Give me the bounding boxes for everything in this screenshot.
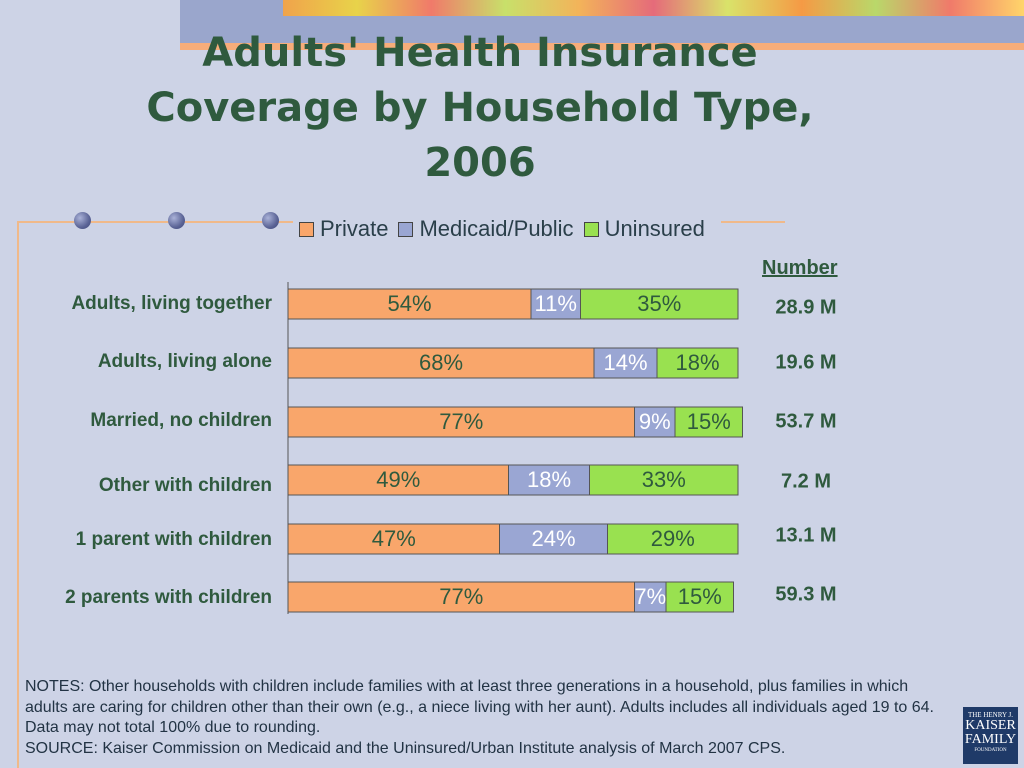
data-label-uninsured: 33% bbox=[642, 467, 686, 492]
number-value: 59.3 M bbox=[775, 583, 836, 605]
number-value: 53.7 M bbox=[775, 410, 836, 432]
data-label-medicaid: 14% bbox=[603, 350, 647, 375]
category-label: Married, no children bbox=[90, 410, 272, 431]
chart-legend: Private Medicaid/Public Uninsured bbox=[293, 216, 721, 242]
title-line-3: 2006 bbox=[424, 140, 536, 186]
legend-item-uninsured: Uninsured bbox=[583, 216, 705, 242]
category-label: Other with children bbox=[99, 475, 272, 496]
data-label-uninsured: 15% bbox=[687, 409, 731, 434]
bar-segment-medicaid bbox=[634, 406, 676, 438]
bar-segment-medicaid bbox=[634, 581, 667, 613]
number-column-header: Number bbox=[762, 257, 838, 279]
number-value: 28.9 M bbox=[775, 296, 836, 318]
data-label-private: 68% bbox=[419, 350, 463, 375]
bar-row: 2 parents with children 77% 7% 15% 59.3 M bbox=[65, 581, 837, 613]
legend-item-medicaid: Medicaid/Public bbox=[398, 216, 574, 242]
legend-swatch-private bbox=[299, 221, 314, 237]
data-label-medicaid: 9% bbox=[639, 409, 671, 434]
data-label-medicaid: 24% bbox=[531, 526, 575, 551]
data-label-private: 49% bbox=[376, 467, 420, 492]
data-label-private: 77% bbox=[439, 584, 483, 609]
title-line-2: Coverage by Household Type, bbox=[146, 85, 814, 131]
data-label-private: 47% bbox=[372, 526, 416, 551]
bar-row: Adults, living alone 68% 14% 18% 19.6 M bbox=[98, 347, 837, 379]
title-line-1: Adults' Health Insurance bbox=[202, 30, 758, 76]
decorative-bullet-icon bbox=[262, 212, 279, 229]
legend-label-uninsured: Uninsured bbox=[604, 216, 705, 241]
notes-text: NOTES: Other households with children in… bbox=[25, 678, 934, 736]
bar-row: 1 parent with children 47% 24% 29% 13.1 M bbox=[76, 523, 837, 555]
bar-row: Other with children 49% 18% 33% 7.2 M bbox=[99, 464, 831, 496]
slide-title: Adults' Health Insurance Coverage by Hou… bbox=[110, 26, 850, 191]
decorative-rule-vertical bbox=[17, 221, 19, 768]
floral-banner-strip bbox=[283, 0, 1024, 16]
data-label-private: 77% bbox=[439, 409, 483, 434]
bar-segment-uninsured bbox=[580, 288, 739, 320]
bar-row: Married, no children 77% 9% 15% 53.7 M bbox=[90, 406, 837, 438]
category-label: Adults, living together bbox=[71, 293, 272, 314]
data-label-private: 54% bbox=[387, 291, 431, 316]
category-label: Adults, living alone bbox=[98, 351, 272, 372]
legend-label-medicaid: Medicaid/Public bbox=[419, 216, 574, 241]
legend-label-private: Private bbox=[320, 216, 389, 241]
bar-segment-private bbox=[287, 347, 595, 379]
bar-segment-medicaid bbox=[508, 464, 590, 496]
number-value: 13.1 M bbox=[775, 524, 836, 546]
bar-segment-uninsured bbox=[674, 406, 743, 438]
category-label: 1 parent with children bbox=[76, 529, 272, 550]
bar-segment-uninsured bbox=[665, 581, 734, 613]
bar-segment-private bbox=[287, 464, 509, 496]
kaiser-family-foundation-logo: THE HENRY J. KAISER FAMILY FOUNDATION bbox=[963, 707, 1018, 764]
category-label: 2 parents with children bbox=[65, 587, 272, 608]
header-accent-stripe bbox=[180, 43, 1024, 50]
number-value: 19.6 M bbox=[775, 351, 836, 373]
bar-row: Adults, living together 54% 11% 35% 28.9 M bbox=[71, 288, 837, 320]
logo-line-3: FAMILY bbox=[964, 732, 1017, 747]
data-label-uninsured: 29% bbox=[651, 526, 695, 551]
decorative-bullet-icon bbox=[74, 212, 91, 229]
data-label-uninsured: 18% bbox=[675, 350, 719, 375]
data-label-uninsured: 35% bbox=[637, 291, 681, 316]
logo-line-2: KAISER bbox=[965, 718, 1016, 733]
bar-segment-private bbox=[287, 523, 500, 555]
source-text: SOURCE: Kaiser Commission on Medicaid an… bbox=[25, 739, 786, 757]
logo-line-4: FOUNDATION bbox=[974, 748, 1007, 753]
data-label-medicaid: 11% bbox=[535, 291, 577, 316]
bar-segment-medicaid bbox=[530, 288, 581, 320]
notes-section: NOTES: Other households with children in… bbox=[25, 677, 950, 759]
bar-segment-uninsured bbox=[589, 464, 739, 496]
legend-swatch-uninsured bbox=[583, 221, 599, 237]
bar-segment-private bbox=[287, 406, 635, 438]
number-value: 7.2 M bbox=[781, 470, 831, 492]
decorative-bullet-icon bbox=[168, 212, 185, 229]
legend-swatch-medicaid bbox=[398, 221, 414, 237]
bar-segment-uninsured bbox=[656, 347, 739, 379]
data-label-uninsured: 15% bbox=[678, 584, 722, 609]
logo-line-1: THE HENRY J. bbox=[967, 711, 1014, 719]
data-label-medicaid: 7% bbox=[634, 584, 666, 609]
bar-segment-uninsured bbox=[607, 523, 739, 555]
data-label-medicaid: 18% bbox=[527, 467, 571, 492]
legend-item-private: Private bbox=[299, 216, 388, 242]
